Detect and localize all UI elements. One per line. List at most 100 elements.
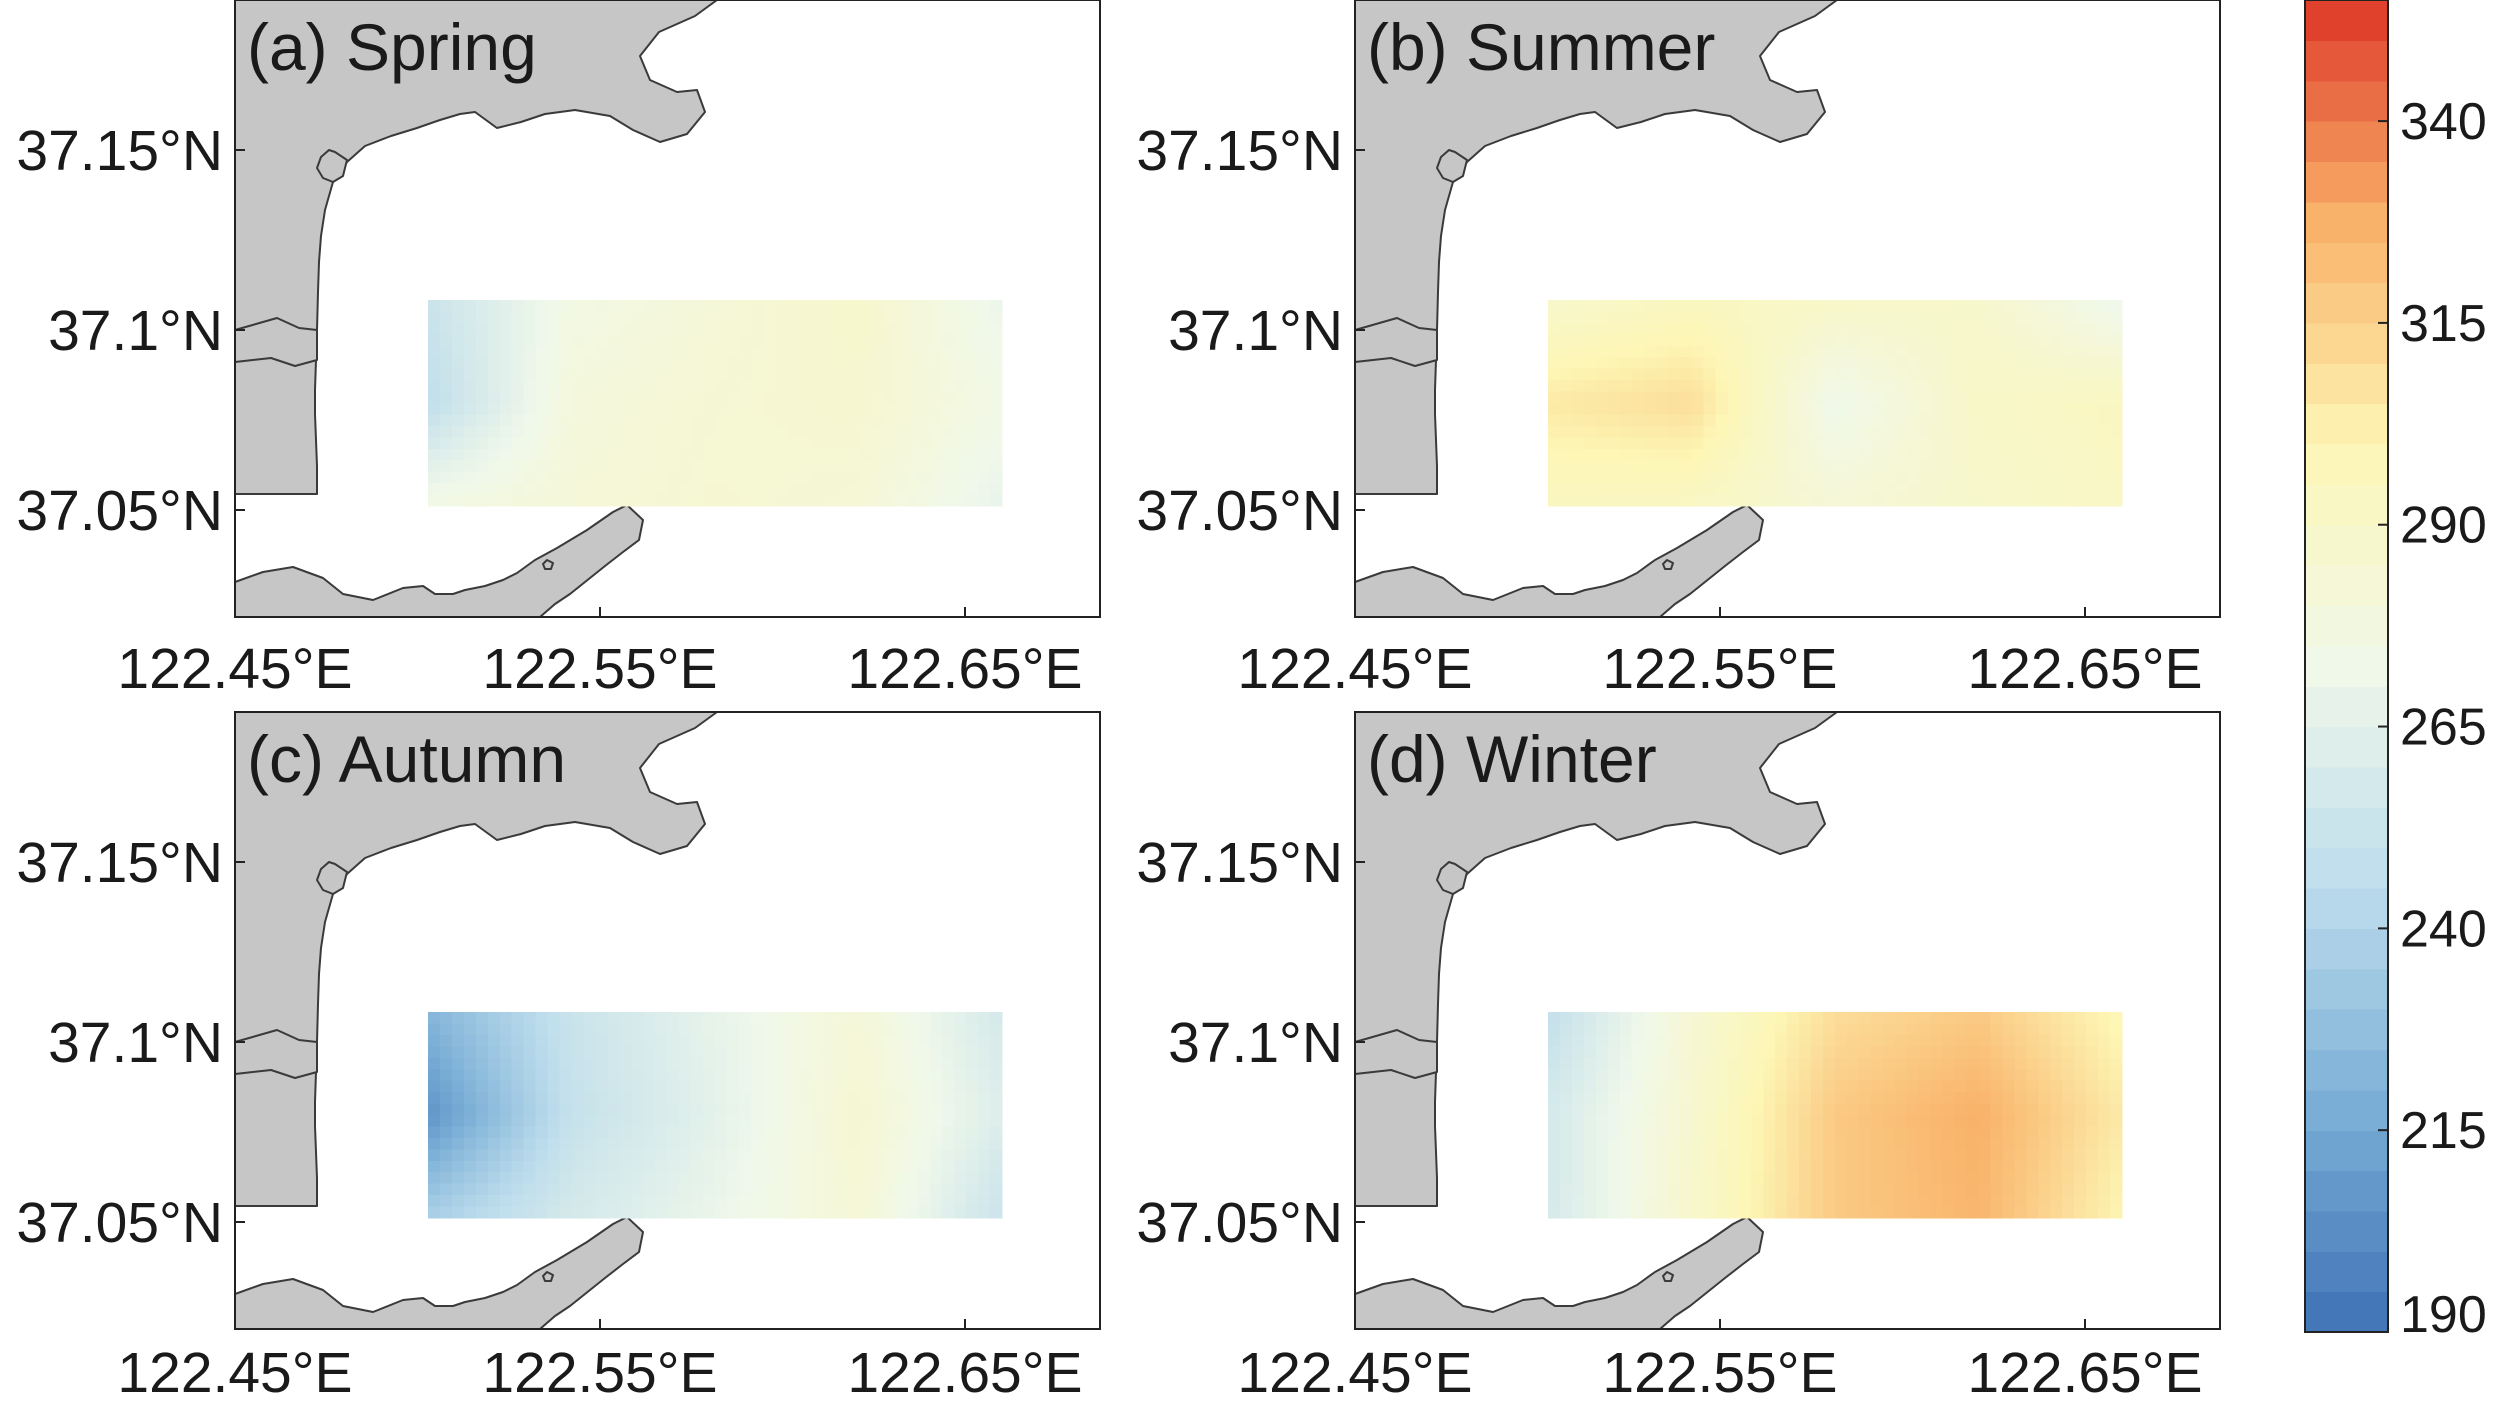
heatmap-cell xyxy=(1990,414,2004,427)
heatmap-cell xyxy=(2074,1080,2087,1093)
heatmap-cell xyxy=(523,368,537,381)
heatmap-cell xyxy=(834,1149,848,1162)
heatmap-cell xyxy=(1858,414,1872,427)
heatmap-cell xyxy=(1799,1080,1812,1093)
heatmap-cell xyxy=(810,1023,824,1036)
heatmap-cell xyxy=(774,1046,788,1059)
heatmap-cell xyxy=(1906,483,1920,496)
heatmap-cell xyxy=(1787,425,1800,438)
heatmap-cell xyxy=(990,391,1003,404)
heatmap-cell xyxy=(439,1160,453,1173)
heatmap-cell xyxy=(1571,1149,1585,1162)
heatmap-cell xyxy=(1835,1172,1848,1185)
heatmap-cell xyxy=(2062,1057,2075,1070)
heatmap-cell xyxy=(475,494,489,507)
heatmap-cell xyxy=(966,437,979,450)
heatmap-cell xyxy=(1679,437,1693,450)
heatmap-cell xyxy=(1655,1103,1669,1116)
heatmap-cell xyxy=(439,1126,453,1139)
heatmap-cell xyxy=(1775,1126,1788,1139)
heatmap-cell xyxy=(894,334,907,347)
heatmap-cell xyxy=(607,460,620,473)
heatmap-cell xyxy=(559,448,573,461)
heatmap-cell xyxy=(715,345,728,358)
heatmap-cell xyxy=(1571,494,1585,507)
heatmap-cell xyxy=(1667,1034,1681,1047)
heatmap-cell xyxy=(1835,368,1848,381)
heatmap-cell xyxy=(643,414,656,427)
heatmap-cell xyxy=(1631,494,1645,507)
heatmap-cell xyxy=(1787,1149,1800,1162)
heatmap-cell xyxy=(1978,1195,1992,1208)
heatmap-cell xyxy=(1619,1183,1633,1196)
heatmap-cell xyxy=(1559,1092,1573,1105)
heatmap-cell xyxy=(487,414,501,427)
heatmap-cell xyxy=(439,1069,453,1082)
heatmap-cell xyxy=(595,494,608,507)
heatmap-cell xyxy=(1835,425,1848,438)
heatmap-cell xyxy=(703,300,716,313)
heatmap-cell xyxy=(894,368,907,381)
heatmap-cell xyxy=(870,368,884,381)
heatmap-cell xyxy=(726,1103,740,1116)
heatmap-cell xyxy=(2050,311,2063,324)
heatmap-cell xyxy=(1858,345,1872,358)
heatmap-cell xyxy=(607,1126,620,1139)
heatmap-cell xyxy=(428,368,441,381)
heatmap-cell xyxy=(1751,448,1764,461)
heatmap-cell xyxy=(643,1172,656,1185)
heatmap-cell xyxy=(2014,1012,2027,1025)
heatmap-cell xyxy=(2002,1080,2015,1093)
heatmap-cell xyxy=(2026,1034,2039,1047)
heatmap-cell xyxy=(2086,1206,2099,1219)
heatmap-cell xyxy=(1835,311,1848,324)
heatmap-cell xyxy=(1966,414,1980,427)
heatmap-cell xyxy=(1811,334,1824,347)
heatmap-cell xyxy=(822,1069,836,1082)
heatmap-cell xyxy=(978,1069,991,1082)
heatmap-cell xyxy=(1966,460,1980,473)
heatmap-cell xyxy=(1595,1183,1609,1196)
heatmap-cell xyxy=(619,357,632,370)
heatmap-cell xyxy=(1954,322,1968,335)
heatmap-cell xyxy=(1954,380,1968,393)
heatmap-cell xyxy=(978,1183,991,1196)
heatmap-cell xyxy=(679,414,692,427)
heatmap-cell xyxy=(978,311,991,324)
heatmap-cell xyxy=(1966,1023,1980,1036)
heatmap-cell xyxy=(1918,483,1932,496)
heatmap-cell xyxy=(1715,357,1728,370)
heatmap-cell xyxy=(2074,425,2087,438)
heatmap-cell xyxy=(798,1103,812,1116)
heatmap-cell xyxy=(726,1046,740,1059)
heatmap-cell xyxy=(655,345,668,358)
heatmap-cell xyxy=(487,1195,501,1208)
heatmap-cell xyxy=(774,1137,788,1150)
x-tick-label: 122.45°E xyxy=(1237,637,1472,701)
heatmap-cell xyxy=(691,1080,704,1093)
heatmap-cell xyxy=(2074,1092,2087,1105)
heatmap-cell xyxy=(1835,391,1848,404)
heatmap-cell xyxy=(846,1160,860,1173)
heatmap-cell xyxy=(1691,368,1705,381)
heatmap-cell xyxy=(487,460,501,473)
heatmap-cell xyxy=(643,1195,656,1208)
heatmap-cell xyxy=(679,345,692,358)
x-tick-label: 122.45°E xyxy=(117,637,352,701)
heatmap-cell xyxy=(2038,1149,2051,1162)
heatmap-cell xyxy=(547,483,561,496)
heatmap-cell xyxy=(667,380,680,393)
heatmap-cell xyxy=(1775,334,1788,347)
heatmap-cell xyxy=(810,1137,824,1150)
heatmap-cell xyxy=(667,414,680,427)
heatmap-cell xyxy=(1918,1195,1932,1208)
heatmap-cell xyxy=(428,380,441,393)
heatmap-cell xyxy=(1775,1046,1788,1059)
heatmap-cell xyxy=(2014,437,2027,450)
heatmap-cell xyxy=(451,1103,465,1116)
heatmap-cell xyxy=(1583,1160,1597,1173)
heatmap-cell xyxy=(439,494,453,507)
heatmap-cell xyxy=(1739,414,1752,427)
heatmap-cell xyxy=(762,1057,776,1070)
heatmap-cell xyxy=(930,494,943,507)
